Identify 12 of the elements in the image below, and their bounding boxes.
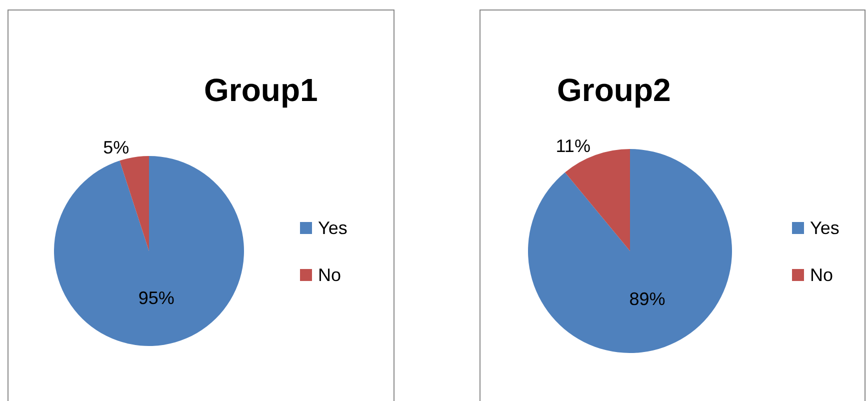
data-label: 5%	[103, 137, 130, 158]
chart-title: Group2	[557, 72, 671, 108]
legend-label: Yes	[318, 218, 348, 238]
pie-slice	[54, 156, 244, 346]
legend-label: Yes	[810, 218, 840, 238]
chart-title: Group1	[204, 72, 318, 108]
data-label: 11%	[556, 136, 590, 156]
legend-label: No	[810, 265, 834, 285]
data-label: 95%	[138, 288, 174, 308]
legend-label: No	[318, 265, 342, 285]
data-label: 89%	[629, 288, 666, 309]
pie-slice	[120, 156, 149, 251]
